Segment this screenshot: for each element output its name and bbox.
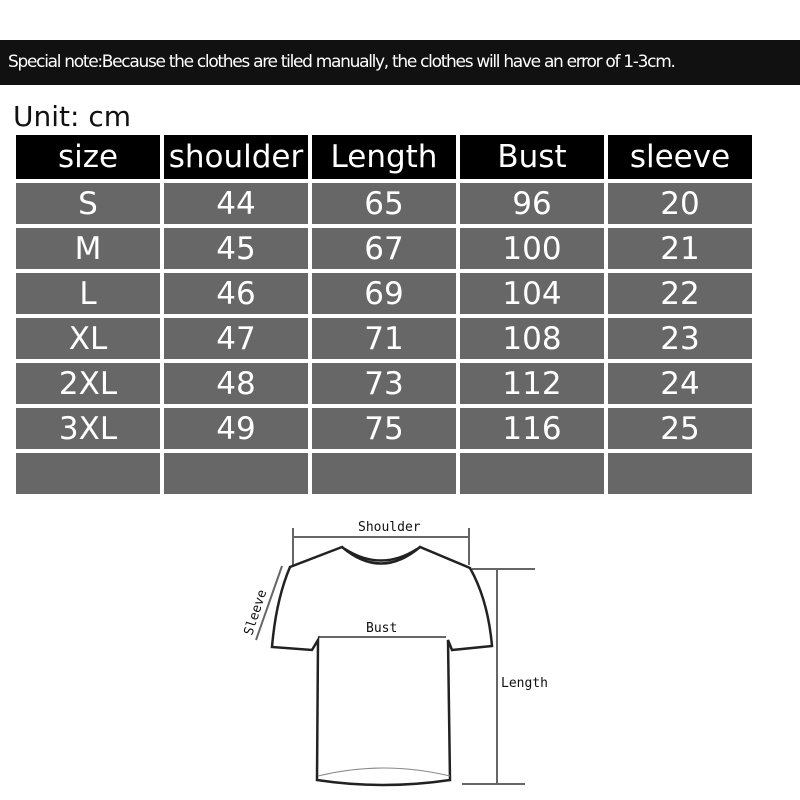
table-row: L 46 69 104 22	[16, 273, 752, 314]
table-cell-size: L	[16, 273, 160, 314]
table-row	[16, 453, 752, 494]
table-cell-bust: 116	[460, 408, 604, 449]
table-cell-bust	[460, 453, 604, 494]
table-cell-sleeve	[608, 453, 752, 494]
table-cell-length: 65	[312, 183, 456, 224]
table-cell-shoulder: 46	[164, 273, 308, 314]
table-cell-shoulder: 45	[164, 228, 308, 269]
table-cell-size	[16, 453, 160, 494]
header-bust: Bust	[460, 135, 604, 179]
table-row: 3XL 49 75 116 25	[16, 408, 752, 449]
table-cell-length: 71	[312, 318, 456, 359]
table-cell-length: 73	[312, 363, 456, 404]
table-cell-size: 2XL	[16, 363, 160, 404]
bust-label: Bust	[366, 621, 397, 636]
table-cell-size: 3XL	[16, 408, 160, 449]
table-cell-sleeve: 22	[608, 273, 752, 314]
tshirt-outline	[270, 545, 494, 787]
table-cell-shoulder: 44	[164, 183, 308, 224]
table-cell-size: XL	[16, 318, 160, 359]
table-row: 2XL 48 73 112 24	[16, 363, 752, 404]
table-cell-shoulder: 48	[164, 363, 308, 404]
table-cell-sleeve: 20	[608, 183, 752, 224]
table-cell-bust: 104	[460, 273, 604, 314]
table-cell-sleeve: 21	[608, 228, 752, 269]
table-row: M 45 67 100 21	[16, 228, 752, 269]
table-cell-sleeve: 25	[608, 408, 752, 449]
sleeve-measure-line	[255, 565, 283, 641]
table-cell-sleeve: 24	[608, 363, 752, 404]
table-cell-bust: 108	[460, 318, 604, 359]
table-cell-bust: 96	[460, 183, 604, 224]
header-length: Length	[312, 135, 456, 179]
header-shoulder: shoulder	[164, 135, 308, 179]
table-cell-length	[312, 453, 456, 494]
table-header-row: size shoulder Length Bust sleeve	[16, 135, 752, 179]
table-cell-shoulder	[164, 453, 308, 494]
table-cell-bust: 112	[460, 363, 604, 404]
table-row: XL 47 71 108 23	[16, 318, 752, 359]
table-row: S 44 65 96 20	[16, 183, 752, 224]
header-sleeve: sleeve	[608, 135, 752, 179]
special-note-banner: Special note:Because the clothes are til…	[0, 40, 800, 85]
table-cell-shoulder: 47	[164, 318, 308, 359]
table-cell-sleeve: 23	[608, 318, 752, 359]
unit-label: Unit: cm	[13, 100, 132, 133]
table-cell-size: S	[16, 183, 160, 224]
table-cell-length: 75	[312, 408, 456, 449]
table-cell-length: 69	[312, 273, 456, 314]
table-cell-shoulder: 49	[164, 408, 308, 449]
length-label: Length	[501, 676, 548, 691]
size-table: size shoulder Length Bust sleeve S 44 65 96…	[12, 131, 756, 498]
table-cell-bust: 100	[460, 228, 604, 269]
header-size: size	[16, 135, 160, 179]
table-cell-size: M	[16, 228, 160, 269]
table-cell-length: 67	[312, 228, 456, 269]
shoulder-label: Shoulder	[358, 520, 421, 535]
